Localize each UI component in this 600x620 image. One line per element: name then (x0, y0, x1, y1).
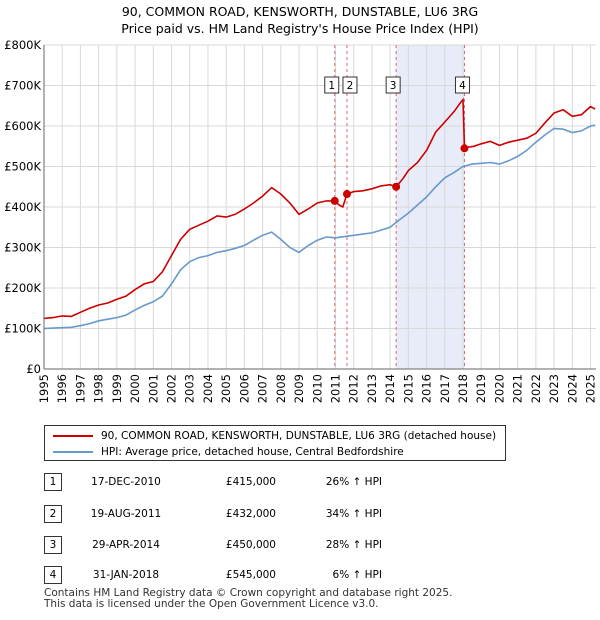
sale-point (460, 144, 469, 153)
x-tick-label: 2011 (328, 374, 342, 403)
table-row: 2 19-AUG-2011 £432,000 34% ↑ HPI (44, 505, 464, 523)
footer-copyright: Contains HM Land Registry data © Crown c… (44, 587, 453, 599)
transaction-price: £432,000 (225, 508, 276, 520)
x-tick-label: 2009 (292, 374, 306, 403)
footer: Contains HM Land Registry data © Crown c… (44, 588, 452, 610)
x-tick-label: 2016 (420, 374, 434, 403)
x-tick-label: 2013 (365, 374, 379, 403)
sale-label-box (454, 76, 470, 94)
sale-label-box (324, 76, 340, 94)
x-tick-label: 2021 (511, 374, 525, 403)
sale-label: 2 (347, 80, 354, 92)
transaction-number: 3 (44, 536, 62, 554)
y-tick-label: £600K (4, 119, 41, 133)
x-tick-label: 1995 (37, 374, 51, 403)
transaction-hpi: 6% ↑ HPI (332, 569, 382, 581)
x-tick-label: 1997 (73, 374, 87, 403)
x-tick-label: 2001 (146, 374, 160, 403)
transaction-hpi: 28% ↑ HPI (325, 539, 382, 551)
y-tick-label: £0 (26, 362, 41, 376)
transaction-price: £450,000 (225, 539, 276, 551)
x-tick-label: 2025 (584, 374, 598, 403)
x-tick-label: 1996 (55, 374, 69, 403)
legend-red-line (53, 435, 93, 437)
chart-subtitle: Price paid vs. HM Land Registry's House … (121, 21, 479, 36)
x-tick-label: 1998 (92, 374, 106, 403)
x-tick-label: 2000 (128, 374, 142, 403)
price-chart: £0 £100K £200K £300K £400K £500K £600K £700K £80… (4, 38, 598, 403)
transaction-date: 17-DEC-2010 (91, 476, 161, 488)
y-tick-label: £800K (4, 38, 41, 52)
x-tick-label: 2018 (456, 374, 470, 403)
x-tick-label: 2019 (474, 374, 488, 403)
legend-blue-label: HPI: Average price, detached house, Cent… (101, 446, 404, 458)
legend-item-property: 90, COMMON ROAD, KENSWORTH, DUNSTABLE, L… (53, 428, 496, 444)
transaction-date: 19-AUG-2011 (90, 508, 162, 520)
x-tick-label: 2017 (438, 374, 452, 403)
transaction-hpi: 26% ↑ HPI (325, 476, 382, 488)
x-tick-label: 2008 (274, 374, 288, 403)
legend: 90, COMMON ROAD, KENSWORTH, DUNSTABLE, L… (44, 425, 506, 461)
x-tick-label: 2012 (347, 374, 361, 403)
legend-red-label: 90, COMMON ROAD, KENSWORTH, DUNSTABLE, L… (101, 430, 497, 442)
table-row: 4 31-JAN-2018 £545,000 6% ↑ HPI (44, 566, 464, 584)
transaction-date: 31-JAN-2018 (92, 569, 160, 581)
sale-point (330, 196, 339, 205)
x-tick-label: 2005 (219, 374, 233, 403)
sale-label: 4 (459, 80, 466, 92)
legend-item-hpi: HPI: Average price, detached house, Cent… (53, 444, 404, 460)
x-tick-label: 2014 (383, 374, 397, 403)
legend-blue-line (53, 451, 93, 453)
sale-label: 3 (390, 80, 397, 92)
x-tick-label: 2006 (237, 374, 251, 403)
x-tick-label: 1999 (110, 374, 124, 403)
y-tick-label: £200K (4, 281, 41, 295)
y-tick-label: £400K (4, 200, 41, 214)
y-tick-label: £100K (4, 322, 41, 336)
hpi-line (43, 124, 596, 330)
transaction-number: 1 (44, 473, 62, 491)
sale-point (392, 182, 401, 191)
property-price-line (43, 97, 596, 320)
transaction-number: 2 (44, 505, 62, 523)
x-tick-label: 2020 (492, 374, 506, 403)
x-tick-label: 2010 (310, 374, 324, 403)
sale-label-box (342, 76, 358, 94)
x-tick-label: 2015 (401, 374, 415, 403)
y-tick-label: £300K (4, 241, 41, 255)
transaction-price: £415,000 (225, 476, 276, 488)
sale-label-box (385, 76, 401, 94)
x-tick-label: 2002 (165, 374, 179, 403)
sale-label: 1 (328, 80, 335, 92)
x-tick-label: 2003 (183, 374, 197, 403)
x-tick-label: 2007 (256, 374, 270, 403)
transaction-price: £545,000 (225, 569, 276, 581)
chart-title-block: 90, COMMON ROAD, KENSWORTH, DUNSTABLE, L… (0, 3, 600, 37)
x-tick-label: 2022 (529, 374, 543, 403)
y-tick-label: £500K (4, 160, 41, 174)
x-tick-label: 2024 (565, 374, 579, 403)
x-tick-label: 2004 (201, 374, 215, 403)
transaction-number: 4 (44, 566, 62, 584)
sale-point (342, 190, 351, 199)
y-tick-label: £700K (4, 79, 41, 93)
transaction-date: 29-APR-2014 (92, 539, 160, 551)
transaction-hpi: 34% ↑ HPI (325, 508, 382, 520)
chart-title: 90, COMMON ROAD, KENSWORTH, DUNSTABLE, L… (121, 4, 479, 19)
x-tick-label: 2023 (547, 374, 561, 403)
footer-licence: This data is licensed under the Open Gov… (44, 598, 379, 610)
table-row: 3 29-APR-2014 £450,000 28% ↑ HPI (44, 536, 464, 554)
table-row: 1 17-DEC-2010 £415,000 26% ↑ HPI (44, 473, 464, 491)
